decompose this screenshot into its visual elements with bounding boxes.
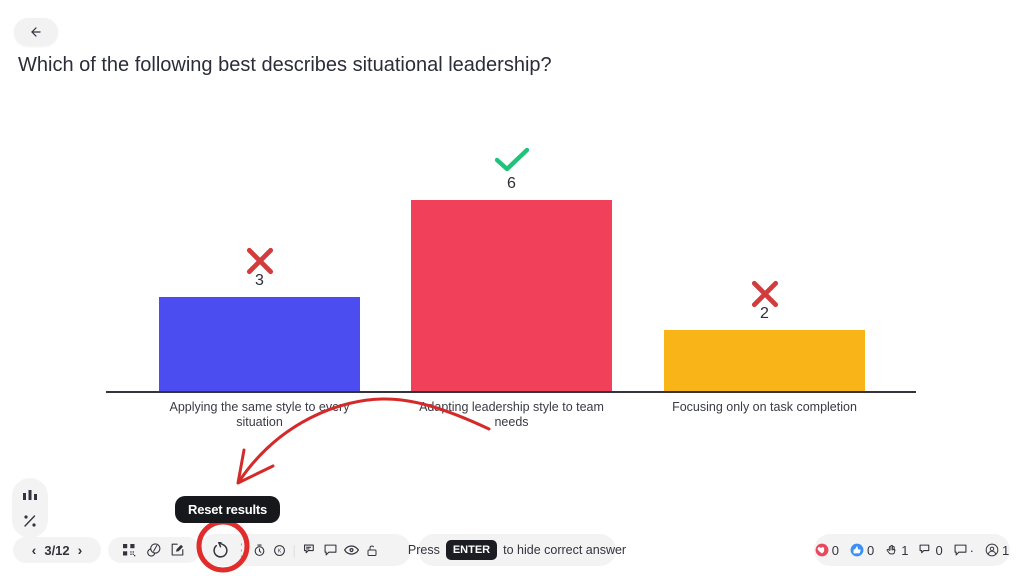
svg-text:K: K [277, 548, 281, 554]
